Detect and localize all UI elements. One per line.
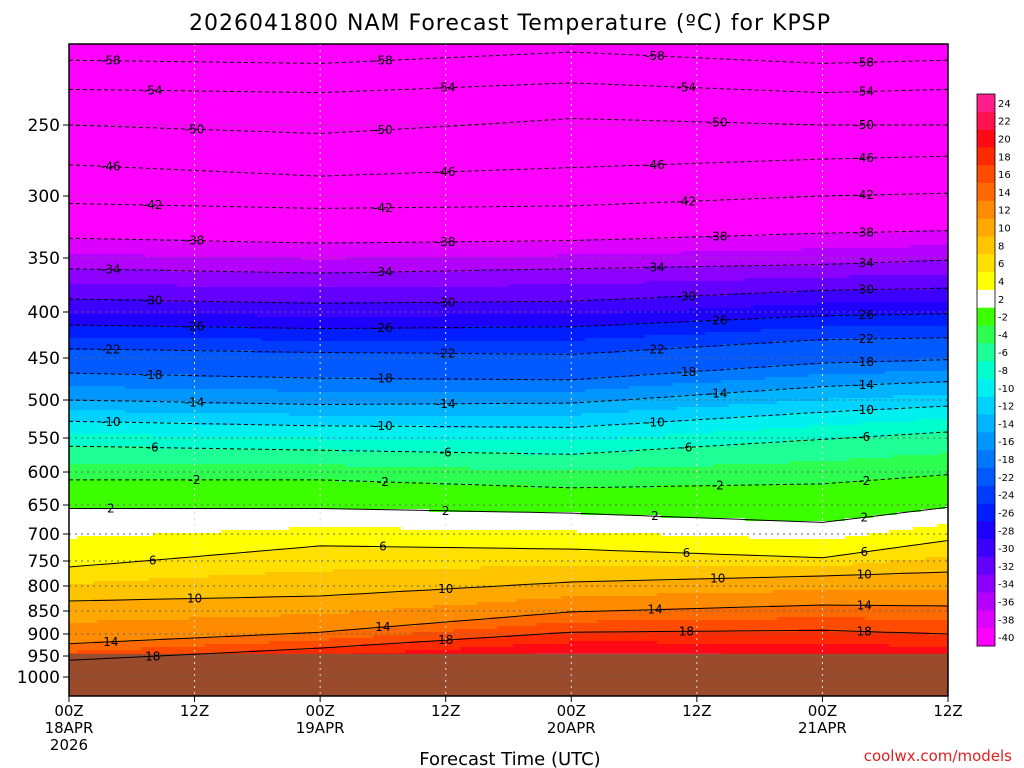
- chart-title: 2026041800 NAM Forecast Temperature (ºC)…: [189, 11, 831, 36]
